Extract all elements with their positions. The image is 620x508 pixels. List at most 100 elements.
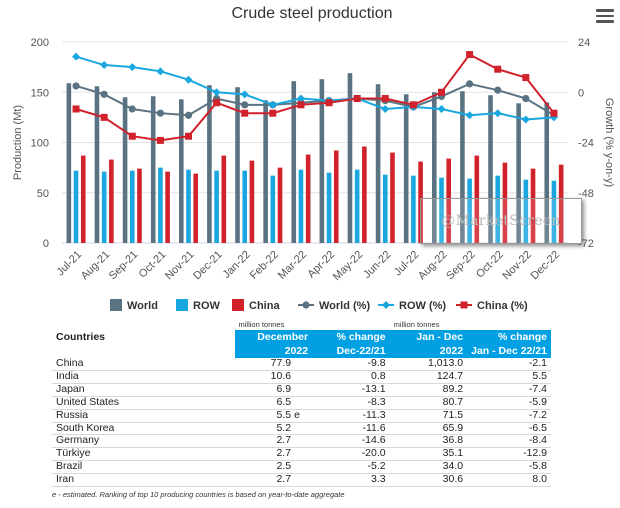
country-name: Türkiye bbox=[52, 447, 235, 462]
ytd-value: 124.7 bbox=[389, 370, 468, 384]
bar-china bbox=[502, 162, 508, 243]
ytd-pct-change: -6.5 bbox=[467, 422, 551, 436]
hamburger-icon bbox=[596, 9, 614, 12]
bar-world bbox=[235, 87, 240, 243]
bar-row bbox=[467, 178, 472, 243]
x-tick-label: Mar-22 bbox=[276, 249, 309, 282]
point-row-pct bbox=[212, 88, 221, 97]
ytd-pct-change: -5.9 bbox=[467, 396, 551, 410]
december-pct-change: -8.3 bbox=[312, 396, 390, 410]
december-pct-change: -11.3 bbox=[312, 409, 390, 423]
x-tick-label: Dec-21 bbox=[191, 249, 225, 283]
table-row: South Korea 5.2 -11.6 65.9 -6.5 bbox=[52, 422, 551, 436]
point-china-pct bbox=[297, 101, 305, 109]
top-producers-table: million tonnes million tonnes Countries … bbox=[52, 320, 551, 488]
estimated-flag: e bbox=[294, 408, 300, 421]
point-china-pct bbox=[438, 88, 445, 96]
chart-title: Crude steel production bbox=[232, 5, 393, 22]
chart-menu-button[interactable] bbox=[596, 9, 614, 23]
x-tick-label: May-22 bbox=[331, 249, 365, 283]
bar-world bbox=[488, 95, 493, 243]
point-row-pct bbox=[465, 111, 474, 120]
bar-world bbox=[432, 92, 437, 243]
ytd-value: 80.7 bbox=[389, 396, 468, 410]
point-row-pct bbox=[72, 52, 81, 61]
bar-row bbox=[298, 169, 304, 243]
ytd-pct-change: -8.4 bbox=[467, 435, 551, 449]
bar-world bbox=[516, 103, 521, 244]
bar-china bbox=[80, 155, 86, 243]
line-row-pct bbox=[75, 55, 555, 121]
point-world-pct bbox=[128, 105, 136, 113]
bar-world bbox=[150, 96, 156, 244]
december-pct-change: -20.0 bbox=[312, 447, 390, 462]
point-china-pct bbox=[156, 136, 164, 144]
country-name: South Korea bbox=[52, 422, 235, 436]
ytd-value: 34.0 bbox=[389, 460, 468, 475]
table-row: Japan 6.9 -13.1 89.2 -7.4 bbox=[52, 383, 551, 397]
bar-world bbox=[291, 81, 297, 243]
ytd-pct-change: 5.5 bbox=[467, 370, 551, 384]
ytd-value: 65.9 bbox=[389, 422, 468, 436]
ytd-pct-change: -7.2 bbox=[467, 409, 551, 423]
point-world-pct bbox=[156, 109, 164, 117]
bar-row bbox=[270, 175, 276, 243]
bar-world bbox=[347, 73, 353, 243]
point-row-pct bbox=[184, 75, 193, 84]
bar-world bbox=[460, 91, 465, 244]
bar-world bbox=[66, 83, 72, 243]
legend-label: World (%) bbox=[319, 300, 370, 312]
col-subheader-jan-dec-22-21: Jan - Dec 22/21 bbox=[467, 344, 551, 358]
steel-production-chart: Crude steel production 0 50 100 150 200 -72 -48… bbox=[12, 5, 615, 312]
x-tick-label: Jun-22 bbox=[361, 249, 393, 281]
x-tick-label: Sep-22 bbox=[444, 249, 478, 283]
y-left-tick-label: 200 bbox=[31, 37, 49, 49]
bar-world bbox=[263, 100, 268, 243]
bar-china bbox=[109, 159, 114, 243]
bar-world bbox=[403, 94, 409, 243]
bar-row bbox=[495, 175, 501, 243]
bar-world bbox=[179, 99, 184, 243]
december-value: 5.2 bbox=[234, 422, 313, 436]
bar-row bbox=[411, 175, 416, 243]
bar-china bbox=[137, 168, 142, 243]
december-pct-change: -11.6 bbox=[312, 422, 390, 436]
x-tick-label: Jan-22 bbox=[221, 249, 253, 281]
col-header-jan-dec: Jan - Dec bbox=[389, 330, 468, 344]
point-row-pct bbox=[381, 105, 390, 113]
bar-china bbox=[446, 158, 451, 243]
december-pct-change: 0.8 bbox=[312, 370, 390, 384]
point-row-pct bbox=[128, 63, 137, 72]
point-row-pct bbox=[493, 109, 502, 118]
point-world-pct bbox=[522, 94, 530, 103]
table-row: Iran 2.7 3.3 30.6 8.0 bbox=[52, 473, 551, 488]
december-pct-change: -13.1 bbox=[312, 383, 390, 397]
legend-label: ROW (%) bbox=[399, 300, 446, 312]
bar-world bbox=[319, 79, 325, 243]
unit-label-right: million tonnes bbox=[393, 320, 440, 329]
point-china-pct bbox=[72, 105, 80, 113]
point-china-pct bbox=[494, 65, 502, 73]
bar-row bbox=[354, 169, 360, 243]
bar-row bbox=[382, 174, 388, 243]
line-china-pct bbox=[75, 53, 555, 142]
x-tick-label: Nov-21 bbox=[163, 249, 197, 283]
december-value: 2.7 bbox=[234, 473, 313, 488]
country-name: China bbox=[52, 357, 235, 371]
ytd-value: 35.1 bbox=[389, 447, 468, 462]
december-pct-change: 3.3 bbox=[312, 473, 390, 488]
point-world-pct bbox=[72, 82, 80, 90]
legend-swatch bbox=[176, 299, 188, 311]
december-value: 5.5 e bbox=[234, 408, 313, 423]
point-china-pct bbox=[269, 109, 277, 117]
x-tick-label: Feb-22 bbox=[248, 249, 281, 282]
table-row: China 77.9 -9.8 1,013.0 -2.1 bbox=[52, 357, 551, 371]
country-name: Russia bbox=[52, 409, 235, 423]
country-name: Brazil bbox=[52, 460, 235, 475]
point-china-pct bbox=[353, 95, 361, 103]
point-china-pct bbox=[409, 101, 417, 109]
col-header-december: December bbox=[234, 330, 313, 344]
bar-row bbox=[158, 167, 163, 243]
december-value: 2.7 bbox=[234, 434, 313, 449]
bar-china bbox=[390, 152, 395, 243]
